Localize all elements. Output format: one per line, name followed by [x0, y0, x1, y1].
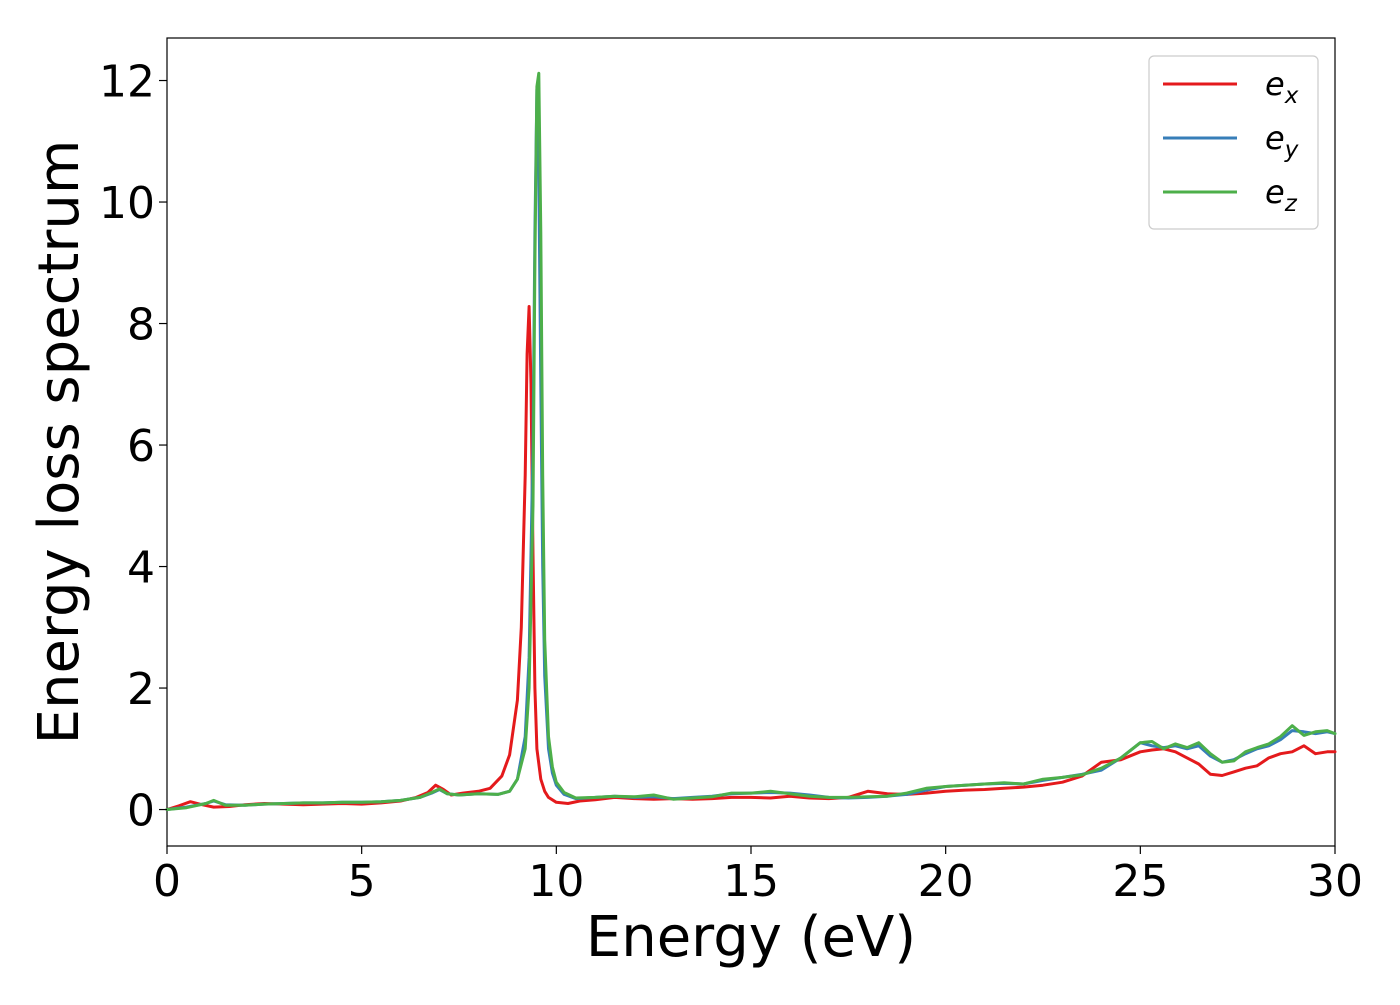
- x-tick-label: 5: [348, 856, 376, 907]
- legend-label-subscript: z: [1284, 191, 1298, 217]
- x-axis-ticks: 0 5 10 15 20 25 30: [153, 846, 1363, 907]
- y-axis-ticks: 0 2 4 6 8 10 12: [99, 57, 167, 837]
- legend-label-x: ex: [1265, 65, 1299, 109]
- x-tick-label: 15: [723, 856, 779, 907]
- y-axis-title: Energy loss spectrum: [27, 140, 92, 745]
- x-tick-label: 25: [1112, 856, 1168, 907]
- legend-label-base: e: [1265, 173, 1285, 211]
- legend-label-base: e: [1265, 119, 1285, 157]
- series-line-e-z: [165, 71, 1337, 811]
- x-tick-label: 10: [528, 856, 584, 907]
- legend-label-subscript: x: [1284, 83, 1299, 109]
- y-tick-label: 6: [127, 421, 155, 472]
- legend-label-base: e: [1265, 65, 1285, 103]
- legend-label-z: ez: [1265, 173, 1298, 217]
- y-tick-label: 0: [127, 786, 155, 837]
- legend-label-y: ey: [1265, 119, 1299, 163]
- series-layer: [165, 71, 1337, 811]
- y-tick-label: 12: [99, 57, 155, 108]
- y-tick-label: 2: [127, 664, 155, 715]
- y-tick-label: 8: [127, 300, 155, 351]
- x-tick-label: 20: [918, 856, 974, 907]
- plot-frame: [166, 37, 1336, 847]
- legend-box: [1148, 55, 1319, 230]
- y-tick-label: 4: [127, 543, 155, 594]
- x-tick-label: 30: [1307, 856, 1363, 907]
- x-axis-title: Energy (eV): [586, 905, 916, 970]
- plot-area: 0 5 10 15 20 25 30 0 2 4 6 8 10 12: [99, 37, 1363, 907]
- x-tick-label: 0: [153, 856, 181, 907]
- y-tick-label: 10: [99, 178, 155, 229]
- legend-label-subscript: y: [1284, 137, 1299, 163]
